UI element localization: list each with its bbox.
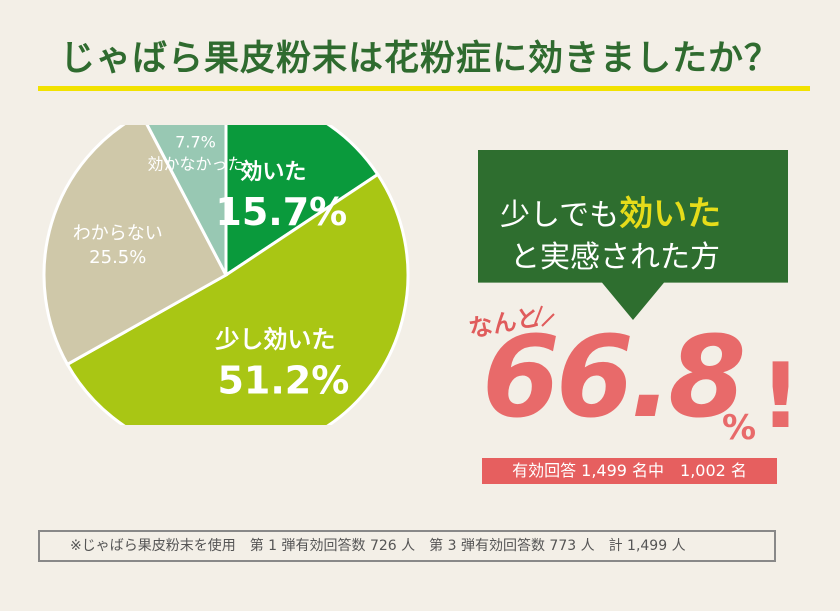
pie-category-label-3: わからない [73, 223, 163, 244]
headline-unit: % [722, 408, 757, 448]
title-underline [38, 86, 810, 91]
pie-chart: 効いた 15.7% 少し効いた 51.2% わからない 25.5% 効かなかった 7.7% [42, 125, 410, 425]
exclamation-mark: ! [760, 344, 802, 449]
callout-line1-highlight: 効いた [619, 194, 722, 234]
headline-value: 66.8 [482, 313, 746, 443]
callout-line2: と実感された方 [510, 240, 720, 275]
callout-line1-prefix: 少しでも [500, 198, 620, 233]
pie-category-label-4: 効かなかった [148, 154, 244, 173]
pie-category-label-2: 少し効いた [214, 326, 335, 354]
pie-value-label-2: 51.2% [217, 359, 349, 403]
pie-slice-3 [42, 125, 229, 367]
pie-slice-1 [224, 125, 380, 278]
sparkle-lines [534, 305, 555, 327]
pie-slice-2 [65, 172, 410, 425]
pie-slice-4 [145, 125, 228, 276]
footnote: ※じゃばら果皮粉末を使用 第 1 弾有効回答数 726 人 第 3 弾有効回答数… [38, 530, 776, 562]
chart-title: じゃばら果皮粉末は花粉症に効きましたか？ [59, 39, 780, 79]
pie-value-label-3: 25.5% [89, 247, 146, 268]
pie-category-label-1: 効いた [240, 159, 306, 185]
respondent-count: 有効回答 1,499 名中 1,002 名 [482, 458, 777, 484]
pie-value-label-1: 15.7% [215, 190, 347, 234]
pie-value-label-4: 7.7% [175, 132, 216, 151]
callout-line1: 少しでも効いた [500, 186, 721, 235]
